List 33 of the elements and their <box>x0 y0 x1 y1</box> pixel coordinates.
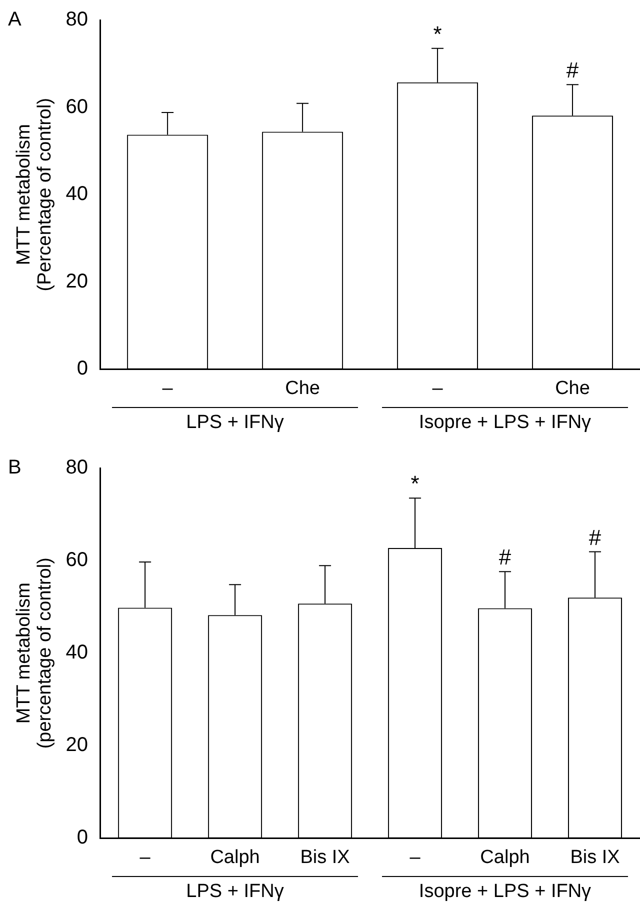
y-tick-label: 80 <box>66 8 88 31</box>
text: LPS + IFNγ <box>112 876 358 904</box>
y-tick-label: 40 <box>66 642 88 664</box>
x-tick-label: Calph <box>210 846 260 868</box>
data-label: * <box>410 471 420 496</box>
data-label: # <box>498 544 512 570</box>
x-tick-label: – <box>140 846 151 868</box>
y-axis-title: MTT metabolism (Percentage of control) <box>14 98 56 292</box>
text: Isopre + LPS + IFNγ <box>382 407 628 434</box>
chart-title: B <box>8 456 22 479</box>
x-tick-label: Calph <box>480 846 530 868</box>
data-label: * <box>433 21 442 46</box>
chart-title: A <box>8 8 22 31</box>
data-label: # <box>588 524 602 550</box>
x-tick-label: – <box>410 846 421 868</box>
text: LPS + IFNγ <box>112 407 358 434</box>
y-axis-title: MTT metabolism (percentage of control) <box>14 558 56 749</box>
x-tick-label: – <box>432 378 444 399</box>
x-tick-label: Che <box>285 378 320 399</box>
y-tick-label: 20 <box>66 734 88 756</box>
y-tick-label: 0 <box>76 826 88 849</box>
x-tick-label: Bis IX <box>570 846 620 868</box>
y-tick-label: 60 <box>66 549 88 572</box>
data-label: # <box>566 58 580 83</box>
x-tick-label: Bis IX <box>300 846 350 868</box>
x-tick-label: Che <box>555 378 590 399</box>
y-tick-label: 0 <box>76 358 88 380</box>
y-tick-label: 80 <box>66 456 88 479</box>
y-tick-label: 40 <box>66 183 88 206</box>
text: Isopre + LPS + IFNγ <box>382 876 628 904</box>
y-tick-label: 60 <box>66 96 88 118</box>
x-tick-label: – <box>162 378 174 399</box>
y-tick-label: 20 <box>66 270 88 292</box>
